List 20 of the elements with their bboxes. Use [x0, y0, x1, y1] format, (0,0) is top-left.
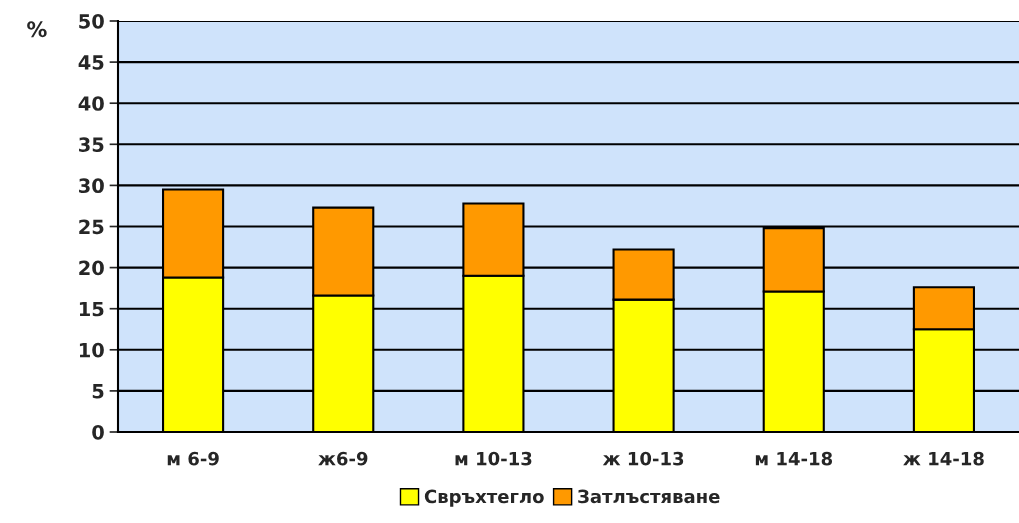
y-tick-label: 20	[79, 260, 104, 276]
x-tick-label: м 14-18	[755, 451, 833, 466]
y-tick-label: 25	[79, 219, 104, 235]
x-tick-label: ж 14-18	[903, 451, 984, 466]
y-tick-label: 40	[78, 96, 104, 111]
y-tick-label: 10	[79, 342, 104, 358]
y-tick-label: 45	[78, 55, 104, 70]
x-tick-label: ж6-9	[318, 451, 368, 466]
y-tick-label: 5	[92, 384, 104, 399]
x-tick-label: м 6-9	[167, 451, 219, 466]
y-axis-title: %	[27, 21, 47, 38]
x-tick-label: м 10-13	[455, 451, 532, 466]
y-tick-label: 50	[79, 13, 104, 29]
legend-label: Свръхтегло	[424, 489, 544, 507]
y-tick-label: 0	[92, 424, 104, 440]
y-tick-label: 15	[79, 301, 104, 317]
y-tick-label: 35	[79, 137, 104, 152]
legend-label: Затлъстяване	[578, 489, 720, 504]
y-tick-label: 30	[79, 178, 104, 194]
x-tick-label: ж 10-13	[602, 451, 684, 466]
